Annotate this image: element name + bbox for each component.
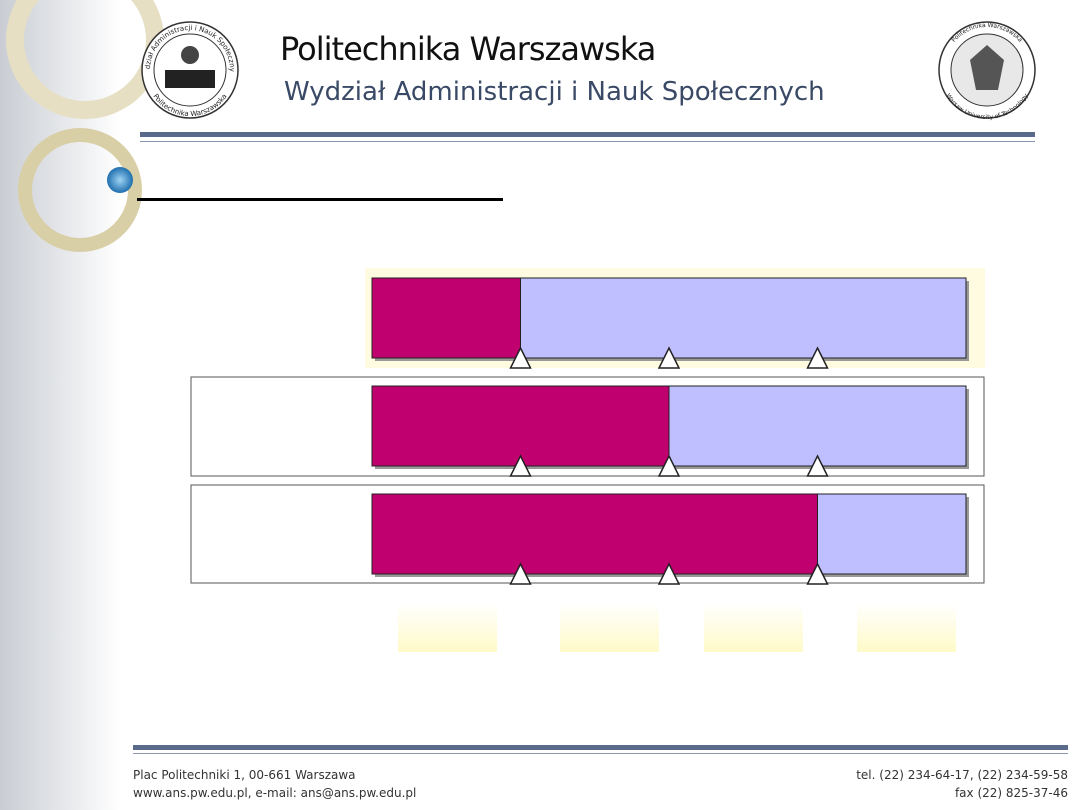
marker bbox=[509, 454, 532, 477]
deco-ring bbox=[18, 128, 142, 252]
header-rule bbox=[140, 141, 1035, 142]
globe bbox=[107, 167, 133, 193]
title-underline bbox=[137, 198, 503, 201]
footer-text: www.ans.pw.edu.pl, e-mail: ans@ans.pw.ed… bbox=[133, 786, 416, 800]
marker bbox=[509, 562, 532, 585]
marker bbox=[806, 346, 829, 369]
subtitle: Wydział Administracji i Nauk Społecznych bbox=[284, 77, 825, 107]
marker bbox=[806, 562, 829, 585]
marker bbox=[806, 454, 829, 477]
marker bbox=[657, 346, 681, 369]
header-rule bbox=[140, 132, 1035, 137]
footer-text: fax (22) 825-37-46 bbox=[955, 786, 1068, 800]
marker bbox=[509, 346, 532, 369]
footer-rule bbox=[133, 753, 1068, 754]
right-logo: Politechnika Warszawska Warsaw Universit… bbox=[938, 21, 1036, 121]
marker bbox=[657, 454, 681, 477]
bars bbox=[371, 277, 969, 585]
bar-fill bbox=[371, 277, 521, 359]
bar-fill bbox=[371, 493, 818, 575]
bar-fill bbox=[371, 385, 670, 467]
marker bbox=[657, 562, 681, 585]
title: Politechnika Warszawska bbox=[280, 30, 655, 68]
footer-text: tel. (22) 234-64-17, (22) 234-59-58 bbox=[856, 768, 1068, 782]
side-band bbox=[0, 0, 120, 810]
footer-rule bbox=[133, 745, 1068, 750]
bottom-boxes bbox=[398, 603, 956, 652]
footer-text: Plac Politechniki 1, 00-661 Warszawa bbox=[133, 768, 356, 782]
